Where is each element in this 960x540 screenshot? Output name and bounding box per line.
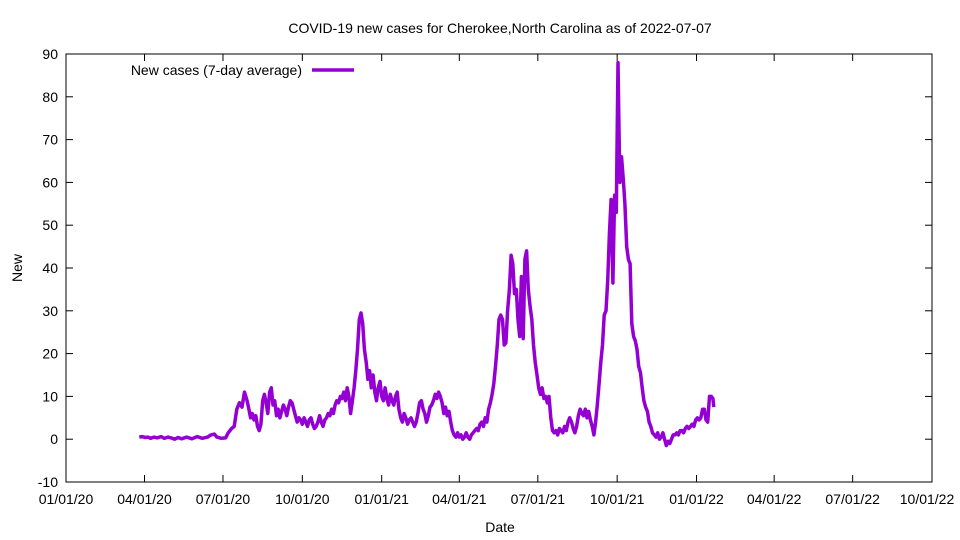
legend-label: New cases (7-day average) — [131, 62, 302, 78]
x-tick-label: 04/01/22 — [747, 491, 802, 507]
x-tick-label: 10/01/22 — [900, 491, 955, 507]
x-tick-label: 01/01/22 — [669, 491, 724, 507]
y-tick-label: 60 — [42, 174, 58, 190]
series-line-new-cases — [138, 60, 716, 448]
y-tick-label: 30 — [42, 303, 58, 319]
y-tick-label: 20 — [42, 346, 58, 362]
y-tick-label: 50 — [42, 217, 58, 233]
x-tick-label: 10/01/20 — [275, 491, 330, 507]
legend: New cases (7-day average) — [131, 62, 354, 78]
x-tick-label: 10/01/21 — [590, 491, 645, 507]
x-tick-label: 07/01/22 — [825, 491, 880, 507]
y-axis-ticks: -10 0 10 20 30 40 50 60 70 80 90 — [38, 46, 932, 490]
y-tick-label: 40 — [42, 260, 58, 276]
x-tick-label: 04/01/20 — [117, 491, 172, 507]
y-tick-label: 0 — [50, 431, 58, 447]
x-tick-label: 01/01/20 — [39, 491, 94, 507]
x-tick-label: 04/01/21 — [432, 491, 487, 507]
y-axis-label: New — [9, 253, 25, 282]
plot-frame — [65, 53, 933, 483]
y-tick-label: 70 — [42, 132, 58, 148]
y-tick-label: 10 — [42, 388, 58, 404]
x-axis-label: Date — [485, 519, 515, 535]
x-axis-ticks: 01/01/20 04/01/20 07/01/20 10/01/20 01/01/21… — [39, 54, 955, 507]
x-tick-label: 01/01/21 — [354, 491, 409, 507]
y-tick-label: -10 — [38, 474, 58, 490]
x-tick-label: 07/01/20 — [196, 491, 251, 507]
y-tick-label: 80 — [42, 89, 58, 105]
chart-title: COVID-19 new cases for Cherokee,North Ca… — [288, 20, 712, 36]
x-tick-label: 07/01/21 — [511, 491, 566, 507]
y-tick-label: 90 — [42, 46, 58, 62]
